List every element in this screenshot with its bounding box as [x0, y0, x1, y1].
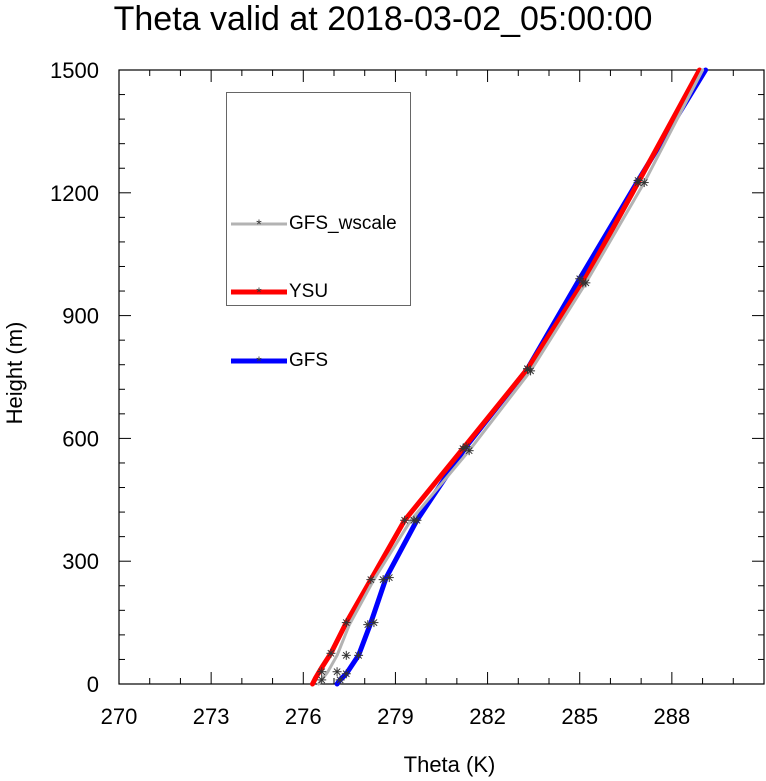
series-line-ysu — [310, 67, 702, 687]
data-point-gfs — [461, 442, 471, 452]
x-tick-label: 270 — [101, 704, 138, 729]
marker-stroke — [401, 516, 409, 524]
marker-stroke — [640, 179, 648, 187]
x-tick-label: 279 — [377, 704, 414, 729]
marker-stroke — [318, 668, 326, 676]
marker-stroke — [370, 619, 378, 627]
legend-label: GFS — [289, 350, 329, 371]
marker-stroke — [413, 516, 421, 524]
x-tick-label: 285 — [561, 704, 598, 729]
series-layer — [310, 67, 709, 687]
data-point-gfs-wscale — [317, 675, 327, 685]
plot-frame — [118, 69, 765, 685]
marker-stroke — [385, 574, 393, 582]
y-tick-label: 0 — [87, 672, 99, 697]
data-point-gfs — [335, 675, 345, 685]
marker-stroke — [342, 670, 350, 678]
svg-text:*: * — [256, 353, 262, 369]
y-tick-label: 1500 — [50, 58, 99, 83]
marker-stroke — [342, 619, 350, 627]
legend-label: GFS_wscale — [289, 213, 397, 234]
data-point-ysu — [400, 515, 410, 525]
x-tick-label: 273 — [193, 704, 230, 729]
marker-stroke — [465, 447, 473, 455]
data-point-gfs-wscale — [332, 667, 342, 677]
marker-stroke — [579, 279, 587, 287]
series-line-gfs-wscale — [317, 68, 705, 686]
legend-label: YSU — [289, 281, 329, 302]
svg-text:*: * — [256, 216, 262, 232]
data-point-gfs-wscale — [341, 650, 351, 660]
data-point-gfs — [412, 515, 422, 525]
data-point-ysu — [458, 444, 468, 454]
tick-labels: 270 273 276 279 282 285 288 0 300 600 900 1200 1500 — [50, 58, 690, 729]
marker-stroke — [462, 443, 470, 451]
data-point-gfs — [575, 274, 585, 284]
x-tick-label: 288 — [653, 704, 690, 729]
marker-stroke — [523, 365, 532, 373]
marker-stroke — [367, 576, 375, 584]
data-point-gfs — [523, 364, 532, 374]
marker-stroke — [355, 651, 363, 659]
marker-stroke — [342, 651, 350, 659]
data-point-gfs — [633, 176, 643, 186]
marker-stroke — [327, 649, 335, 657]
data-point-gfs-wscale — [378, 575, 388, 585]
marker-stroke — [634, 177, 642, 185]
data-point-gfs — [384, 573, 394, 583]
marker-stroke — [576, 275, 584, 283]
marker-stroke — [336, 676, 344, 684]
data-point-gfs — [369, 618, 379, 628]
x-tick-label: 282 — [469, 704, 506, 729]
data-point-gfs-wscale — [363, 620, 373, 630]
data-point-ysu — [366, 575, 376, 585]
x-tick-label: 276 — [285, 704, 322, 729]
y-axis-label: Height (m) — [2, 321, 27, 425]
x-axis-label: Theta (K) — [403, 752, 496, 777]
chart-title: Theta valid at 2018-03-02_05:00:00 — [113, 0, 653, 38]
marker-stroke — [527, 367, 535, 375]
y-tick-label: 300 — [62, 549, 99, 574]
data-point-ysu — [341, 618, 351, 628]
data-point-gfs — [341, 669, 351, 679]
svg-text:*: * — [256, 284, 262, 300]
y-tick-label: 600 — [62, 426, 99, 451]
legend: * GFS_wscale * YSU * GFS — [226, 92, 411, 371]
axis-ticks — [118, 69, 765, 685]
marker-stroke — [333, 668, 341, 676]
y-tick-label: 1200 — [50, 181, 99, 206]
data-point-gfs — [354, 650, 364, 660]
marker-stroke — [318, 676, 326, 684]
data-point-ysu — [317, 667, 327, 677]
data-point-ysu — [326, 648, 336, 658]
y-tick-label: 900 — [62, 304, 99, 329]
